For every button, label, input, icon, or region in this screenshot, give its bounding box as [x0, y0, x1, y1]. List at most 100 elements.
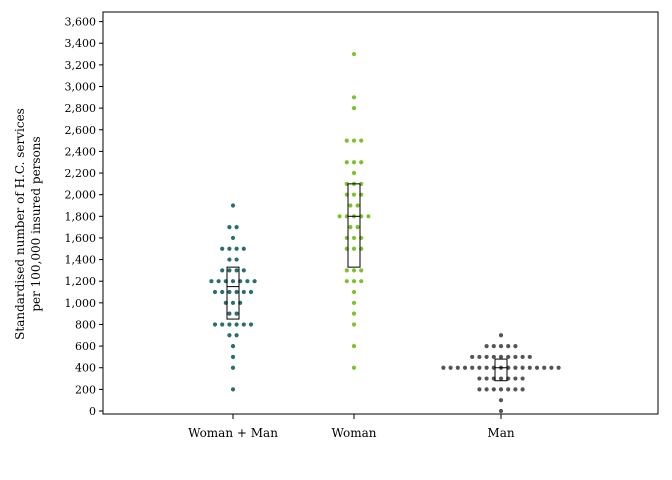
data-point — [448, 365, 453, 370]
data-point — [542, 365, 547, 370]
data-point — [234, 322, 239, 327]
data-point — [344, 279, 349, 284]
data-point — [351, 51, 357, 57]
y-tick-label: 3,400 — [65, 37, 97, 50]
data-point — [359, 279, 364, 284]
data-point — [513, 387, 518, 392]
iqr-box — [347, 183, 361, 268]
data-point — [513, 365, 518, 370]
data-point — [212, 322, 218, 327]
data-point — [227, 246, 232, 251]
data-point — [234, 257, 239, 262]
data-point — [520, 387, 525, 392]
data-point — [230, 279, 236, 284]
y-tick-label: 200 — [75, 383, 96, 396]
data-point — [477, 354, 482, 360]
data-point — [556, 365, 561, 370]
data-point — [230, 344, 236, 349]
data-point — [351, 95, 357, 100]
data-point — [227, 225, 232, 230]
y-tick-label: 3,200 — [65, 59, 97, 72]
data-point — [337, 214, 342, 219]
y-tick-label: 2,200 — [65, 167, 97, 180]
data-point — [241, 289, 246, 295]
data-point — [549, 365, 554, 370]
data-point — [248, 289, 254, 295]
data-point — [359, 160, 364, 165]
iqr-box — [494, 358, 508, 382]
plot-area — [102, 11, 659, 415]
data-point — [248, 322, 254, 327]
data-point — [351, 279, 357, 284]
data-point — [484, 387, 489, 392]
data-point — [227, 322, 232, 327]
data-point — [234, 289, 239, 295]
data-point — [351, 246, 357, 251]
data-point — [230, 354, 236, 360]
data-point — [351, 365, 357, 370]
data-point — [230, 365, 236, 370]
data-point — [534, 365, 540, 370]
data-point — [227, 311, 232, 316]
data-point — [355, 225, 360, 230]
data-point — [351, 344, 357, 349]
data-point — [234, 225, 239, 230]
iqr-box — [226, 266, 240, 320]
data-point — [477, 387, 482, 392]
data-point — [252, 279, 257, 284]
y-tick-label: 2,400 — [65, 145, 97, 158]
data-point — [484, 365, 489, 370]
data-point — [227, 289, 232, 295]
data-point — [470, 365, 475, 370]
x-category-label: Woman — [331, 426, 376, 440]
data-point — [513, 344, 518, 349]
data-point — [245, 279, 250, 284]
data-point — [351, 268, 357, 273]
data-point — [230, 300, 236, 305]
data-point — [351, 170, 357, 176]
data-point — [355, 203, 360, 208]
data-point — [513, 376, 518, 381]
data-point — [484, 344, 489, 349]
data-point — [230, 387, 236, 392]
data-point — [230, 203, 236, 208]
data-point — [212, 289, 218, 295]
y-tick-label: 400 — [75, 362, 96, 375]
x-axis: Woman + Man Woman Man — [188, 414, 515, 440]
y-tick-label: 1,600 — [65, 232, 97, 245]
data-point — [351, 138, 357, 143]
data-point — [491, 354, 496, 360]
data-point — [351, 289, 357, 295]
y-tick-label: 1,200 — [65, 275, 97, 288]
y-tick-label: 1,000 — [65, 297, 97, 310]
data-point — [234, 333, 239, 338]
data-point — [484, 376, 489, 381]
y-axis-title: Standardised number of H.C. services per… — [13, 108, 43, 340]
y-tick-label: 1,400 — [65, 254, 97, 267]
data-point — [498, 387, 504, 392]
data-point — [484, 354, 489, 360]
data-point — [220, 322, 225, 327]
data-point — [498, 408, 504, 414]
data-point — [520, 354, 525, 360]
data-point — [241, 246, 246, 251]
data-point — [348, 203, 353, 208]
data-point — [351, 106, 357, 111]
data-point — [498, 398, 504, 403]
data-point — [470, 354, 475, 360]
data-point — [441, 365, 446, 370]
data-point — [351, 160, 357, 165]
data-point — [216, 279, 221, 284]
data-point — [520, 376, 525, 381]
data-point — [241, 268, 246, 273]
data-point — [498, 376, 504, 381]
data-point — [230, 235, 236, 241]
data-point — [477, 365, 482, 370]
data-point — [351, 300, 357, 305]
data-point — [506, 387, 511, 392]
data-point — [359, 138, 364, 143]
data-point — [477, 376, 482, 381]
data-point — [491, 387, 496, 392]
data-point — [491, 344, 496, 349]
